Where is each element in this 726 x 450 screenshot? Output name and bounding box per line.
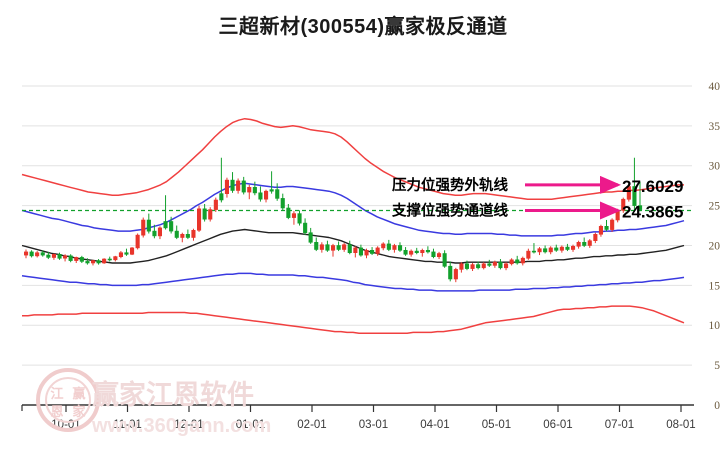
watermark-brand: 赢家江恩软件 (92, 379, 254, 410)
y-tick-10: 10 (709, 320, 721, 332)
candlestick-series (23, 157, 643, 283)
annotation-arrows: 压力位强势外轨线 27.6029 支撑位强势通道线 24.3865 (392, 175, 683, 221)
x-tick-11-01: 11-01 (113, 419, 142, 431)
grid-lines (22, 85, 692, 366)
y-tick-35: 35 (709, 121, 721, 133)
x-tick-04-01: 04-01 (420, 419, 449, 431)
channel-band-lines (21, 117, 685, 334)
y-tick-25: 25 (709, 201, 721, 213)
x-axis-tick-labels: 10-01 11-01 12-01 01-01 02-01 03-01 04-01 05-01… (51, 405, 696, 431)
x-tick-01-01: 01-01 (236, 419, 265, 431)
y-axis-tick-labels: 0 5 10 15 20 25 30 35 40 (709, 81, 721, 412)
page-title: 三超新材(300554)赢家极反通道 (218, 16, 508, 38)
x-tick-03-01: 03-01 (359, 419, 388, 431)
y-tick-40: 40 (709, 81, 721, 93)
x-tick-08-01: 08-01 (666, 419, 695, 431)
watermark-seal-char-3: 家 (72, 404, 86, 419)
annotation-value-resistance: 27.6029 (622, 177, 683, 196)
y-tick-5: 5 (714, 360, 720, 372)
x-tick-12-01: 12-01 (174, 419, 203, 431)
watermark-url: www.360gann.com (91, 415, 271, 437)
axis-lines (21, 404, 694, 411)
annotation-label-support: 支撑位强势通道线 (392, 201, 508, 219)
watermark-seal-char-2: 恩 (50, 404, 63, 419)
x-tick-02-01: 02-01 (297, 419, 326, 431)
x-tick-07-01: 07-01 (605, 419, 634, 431)
annotation-value-support: 24.3865 (622, 202, 683, 221)
x-tick-05-01: 05-01 (482, 419, 511, 431)
y-tick-30: 30 (709, 161, 721, 173)
watermark: 江赢恩 家赢家江恩软件 www.360gann.com (36, 368, 271, 437)
annotation-label-resistance: 压力位强势外轨线 (392, 176, 508, 194)
y-tick-15: 15 (709, 280, 721, 292)
y-tick-0: 0 (714, 400, 720, 412)
x-tick-06-01: 06-01 (543, 419, 572, 431)
watermark-seal-char-1: 赢 (72, 386, 85, 401)
y-tick-20: 20 (709, 240, 721, 252)
watermark-seal-char-0: 江 (50, 386, 63, 401)
